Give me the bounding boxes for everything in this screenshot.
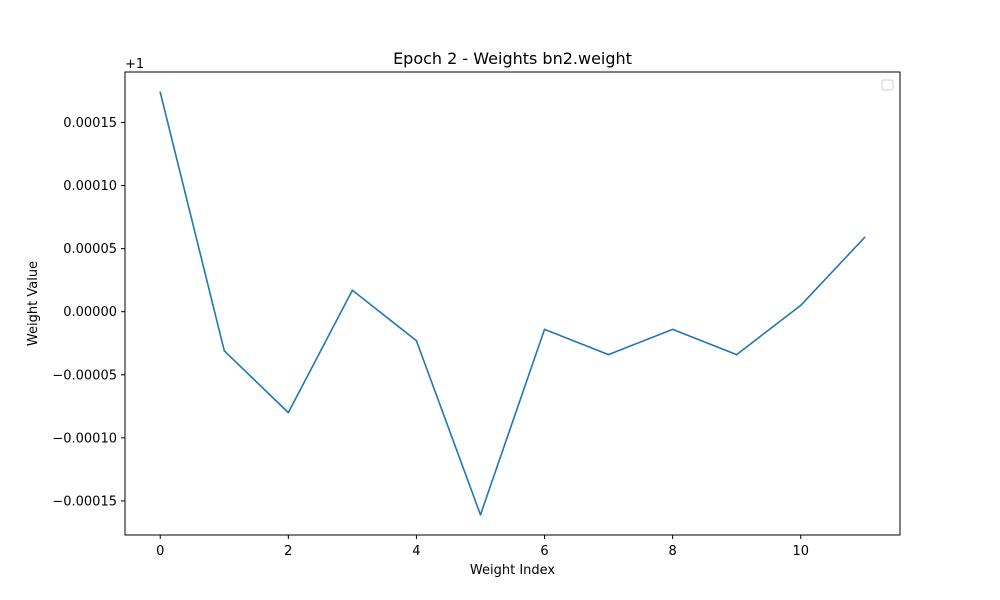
y-axis-title: Weight Value: [26, 261, 41, 346]
data-point: [607, 353, 610, 356]
data-point: [863, 236, 866, 239]
y-tick-label: −0.00015: [52, 494, 117, 509]
x-axis-ticks: 0 2 4 6 8 10: [156, 535, 809, 559]
x-tick-label: 10: [792, 544, 809, 559]
y-tick-label: 0.00005: [63, 242, 117, 257]
x-axis-title: Weight Index: [470, 563, 556, 578]
x-tick-label: 4: [412, 544, 420, 559]
data-point: [735, 353, 738, 356]
y-tick-label: 0.00015: [63, 116, 117, 131]
y-axis-ticks: −0.00015 −0.00010 −0.00005 0.00000 0.00005 0.…: [52, 116, 125, 509]
series-line-0: [159, 91, 866, 516]
data-point: [671, 328, 674, 331]
data-point: [543, 328, 546, 331]
series-layer: [159, 91, 866, 516]
data-point: [159, 91, 162, 93]
data-point: [415, 339, 418, 342]
legend-box: [881, 79, 894, 91]
y-tick-label: 0.00000: [63, 305, 117, 320]
data-point: [287, 411, 290, 414]
data-point: [799, 304, 802, 307]
y-tick-label: −0.00005: [52, 368, 117, 383]
data-point: [351, 289, 354, 292]
data-point: [223, 350, 226, 352]
x-tick-label: 0: [156, 544, 164, 559]
y-tick-label: −0.00010: [52, 431, 117, 446]
data-point: [479, 514, 482, 516]
y-tick-label: 0.00010: [63, 179, 117, 194]
y-offset-label: +1: [125, 57, 144, 72]
chart-title: Epoch 2 - Weights bn2.weight: [393, 49, 632, 68]
plot-area-frame: [124, 71, 901, 536]
x-tick-label: 8: [668, 544, 676, 559]
x-tick-label: 6: [540, 544, 548, 559]
x-tick-label: 2: [284, 544, 292, 559]
